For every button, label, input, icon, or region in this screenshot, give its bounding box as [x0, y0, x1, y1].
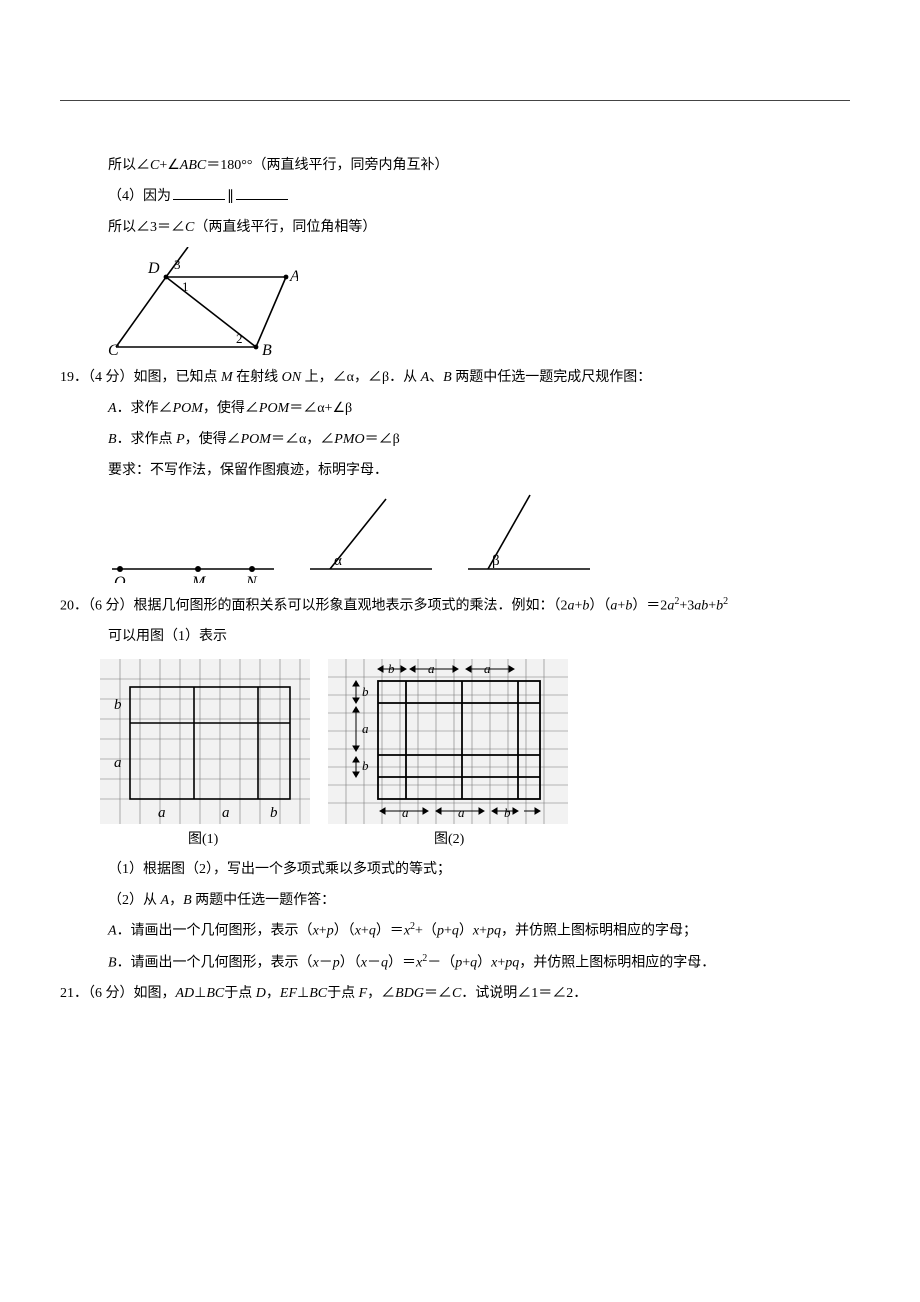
q19-option-b: B．求作点 P，使得∠POM＝∠α，∠PMO＝∠β: [60, 425, 850, 456]
q20-stem: 20．（6 分）根据几何图形的面积关系可以形象直观地表示多项式的乘法．例如：（2…: [60, 591, 850, 622]
svg-text:a: a: [362, 721, 369, 736]
svg-text:M: M: [191, 574, 207, 583]
svg-text:B: B: [262, 342, 272, 357]
svg-text:N: N: [245, 574, 258, 583]
svg-text:a: a: [458, 805, 465, 820]
svg-text:1: 1: [182, 279, 189, 294]
svg-text:b: b: [270, 805, 278, 821]
q20-b: B．请画出一个几何图形，表示（x－p）（x－q）＝x2－（p+q）x+pq，并仿…: [60, 948, 850, 979]
svg-text:a: a: [222, 805, 230, 821]
svg-text:b: b: [362, 684, 369, 699]
svg-text:a: a: [158, 805, 166, 821]
lead-line-3: 所以∠3＝∠C（两直线平行，同位角相等）: [60, 213, 850, 244]
svg-text:b: b: [114, 697, 122, 713]
svg-text:2: 2: [236, 331, 243, 346]
q19-option-a: A．求作∠POM，使得∠POM＝∠α+∠β: [60, 394, 850, 425]
q20-part1: （1）根据图（2），写出一个多项式乘以多项式的等式；: [60, 855, 850, 886]
q20-figures: b a a a b 图(1) b a a: [100, 659, 850, 849]
svg-text:C: C: [108, 342, 119, 357]
q20-part2: （2）从 A，B 两题中任选一题作答：: [60, 886, 850, 917]
lead-line-2: （4）因为∥: [60, 182, 850, 213]
svg-text:O: O: [114, 574, 126, 583]
q21-stem: 21．（6 分）如图，AD⊥BC于点 D，EF⊥BC于点 F，∠BDG＝∠C．试…: [60, 979, 850, 1010]
q19-req: 要求：不写作法，保留作图痕迹，标明字母．: [60, 456, 850, 487]
svg-text:3: 3: [174, 257, 181, 272]
svg-text:b: b: [504, 805, 511, 820]
svg-text:图(1): 图(1): [188, 832, 219, 847]
lead-line-1: 所以∠C+∠ABC＝180°°（两直线平行，同旁内角互补）: [60, 151, 850, 182]
svg-text:β: β: [492, 553, 500, 569]
svg-text:图(2): 图(2): [434, 832, 465, 847]
figure-parallelogram: D A B C 3 1 2: [108, 247, 850, 357]
svg-text:b: b: [362, 758, 369, 773]
svg-text:D: D: [147, 260, 160, 277]
svg-text:A: A: [289, 268, 298, 285]
q19-stem: 19．（4 分）如图，已知点 M 在射线 ON 上，∠α，∠β．从 A、B 两题…: [60, 363, 850, 394]
q20-line2: 可以用图（1）表示: [60, 622, 850, 653]
svg-text:a: a: [402, 805, 409, 820]
q20-a: A．请画出一个几何图形，表示（x+p）（x+q）＝x2+（p+q）x+pq，并仿…: [60, 916, 850, 947]
svg-text:α: α: [334, 553, 342, 569]
svg-text:a: a: [114, 755, 122, 771]
q19-figures: O M N α β: [108, 493, 850, 583]
